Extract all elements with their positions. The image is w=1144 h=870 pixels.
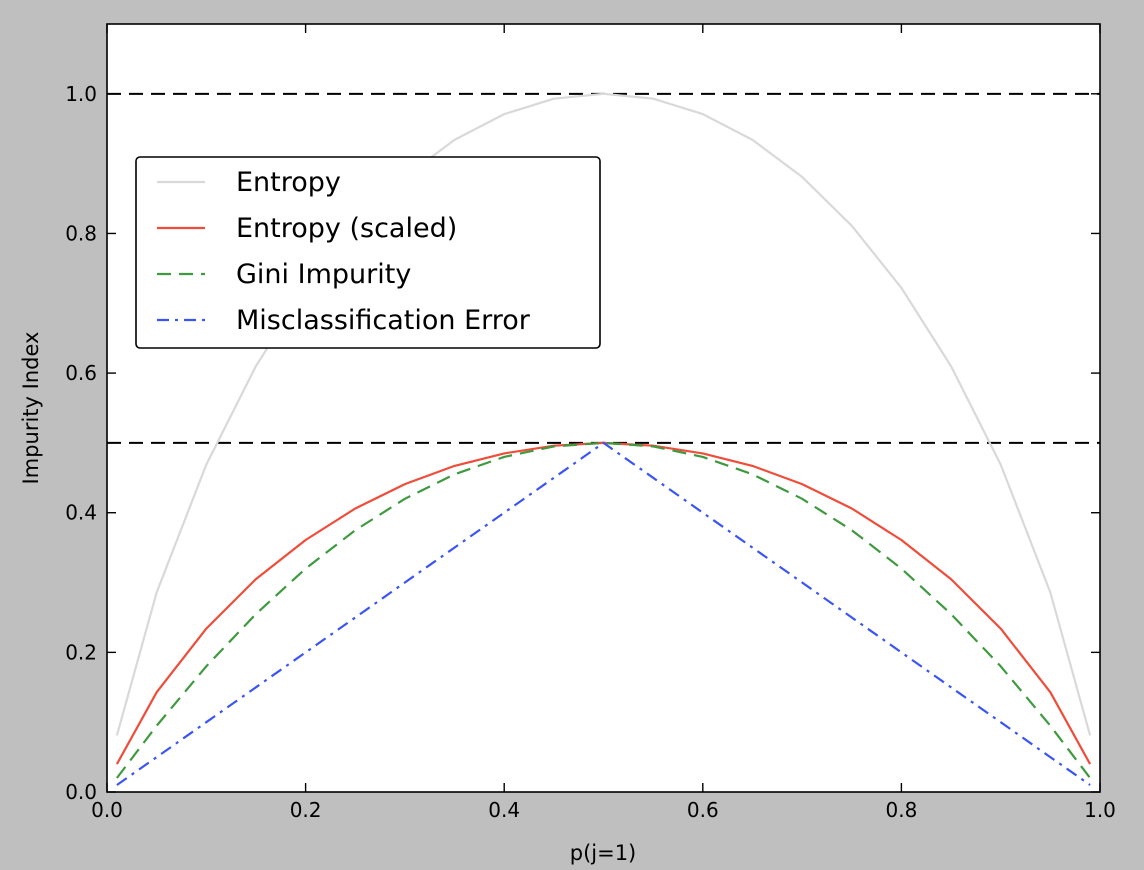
y-tick-label-0: 0.0 — [65, 780, 97, 804]
series-line-3 — [116, 441, 1091, 786]
y-tick-labels: 0.0 0.2 0.4 0.6 0.8 1.0 — [65, 82, 97, 804]
y-axis-label: Impurity Index — [19, 332, 43, 485]
legend-label-0: Entropy — [236, 167, 341, 198]
x-tick-label-2: 0.4 — [488, 798, 520, 822]
x-tick-label-5: 1.0 — [1084, 798, 1116, 822]
x-tick-label-4: 0.8 — [885, 798, 917, 822]
y-tick-label-4: 0.8 — [65, 221, 97, 245]
legend: Entropy Entropy (scaled) Gini Impurity Misc… — [135, 156, 601, 349]
x-tick-label-3: 0.6 — [687, 798, 719, 822]
legend-label-3: Misclassification Error — [236, 305, 531, 336]
legend-label-2: Gini Impurity — [236, 259, 411, 290]
axis-ticks — [106, 24, 1101, 793]
x-tick-label-0: 0.0 — [91, 798, 123, 822]
plot-area — [107, 24, 1100, 792]
x-tick-labels: 0.0 0.2 0.4 0.6 0.8 1.0 — [91, 798, 1116, 822]
plot-frame — [106, 23, 1101, 793]
y-tick-label-5: 1.0 — [65, 82, 97, 106]
legend-label-1: Entropy (scaled) — [236, 213, 457, 244]
x-axis-label: p(j=1) — [570, 841, 637, 865]
legend-box — [135, 156, 601, 349]
y-tick-label-2: 0.4 — [65, 501, 97, 525]
y-tick-label-1: 0.2 — [65, 640, 97, 664]
y-tick-label-3: 0.6 — [65, 361, 97, 385]
x-tick-label-1: 0.2 — [290, 798, 322, 822]
